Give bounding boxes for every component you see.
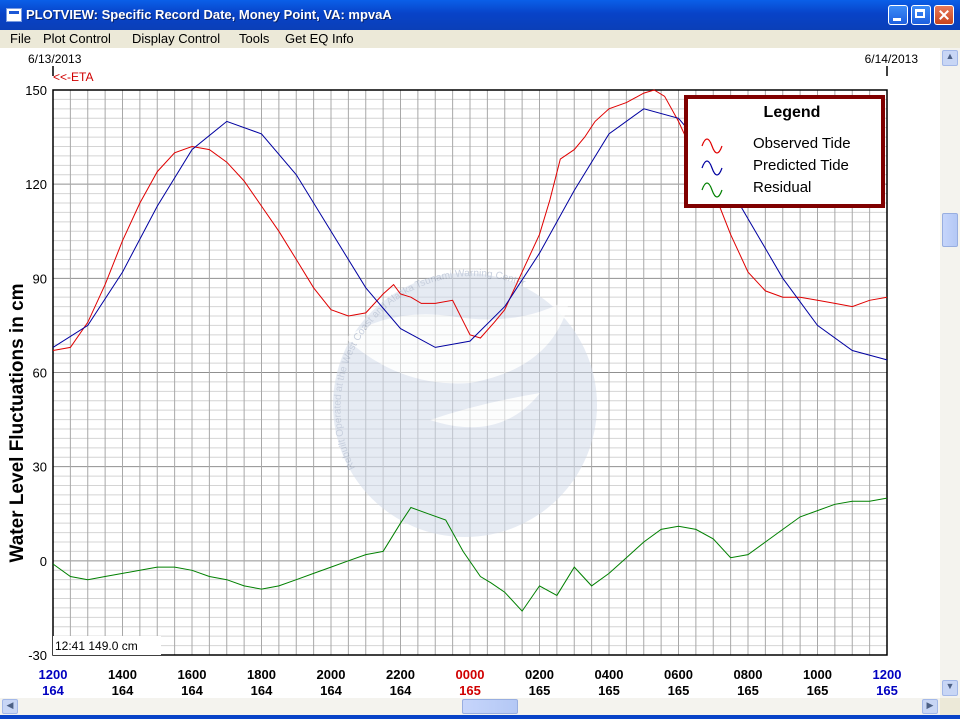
menu-display-control[interactable]: Display Control [132, 31, 221, 46]
y-tick-label: 0 [40, 554, 47, 569]
menu-bar: File Plot Control Display Control Tools … [0, 30, 960, 48]
title-bar: PLOTVIEW: Specific Record Date, Money Po… [0, 0, 960, 30]
menu-tools[interactable]: Tools [239, 31, 270, 46]
y-tick-label: 30 [33, 460, 47, 475]
x-tick-time-label: 1600 [178, 667, 207, 682]
menu-plot-control[interactable]: Plot Control [43, 31, 111, 46]
legend-swatch-predicted [701, 160, 723, 176]
maximize-button[interactable] [911, 5, 931, 25]
vertical-scrollbar[interactable]: ▲ ▼ [940, 48, 960, 698]
menu-file[interactable]: File [10, 31, 31, 46]
x-tick-time-label: 2000 [317, 667, 346, 682]
plot-frame [52, 89, 888, 656]
scrollbar-corner [940, 698, 960, 715]
window-title: PLOTVIEW: Specific Record Date, Money Po… [26, 7, 392, 22]
predicted-tide-line [52, 108, 888, 361]
legend-title: Legend [764, 104, 821, 121]
minimize-button[interactable] [888, 5, 908, 25]
tide-chart[interactable]: Rebuilt Operated at the West Coast and A… [0, 48, 940, 698]
legend: Legend Observed Tide Predicted Tide Resi… [684, 95, 885, 208]
eta-label: <<-ETA [53, 70, 93, 84]
y-axis-label: Water Level Fluctuations in cm [7, 283, 28, 562]
menu-get-eq-info[interactable]: Get EQ Info [285, 31, 354, 46]
date-right-label: 6/14/2013 [865, 52, 919, 66]
x-tick-time-label: 0600 [664, 667, 693, 682]
x-tick-day-label: 164 [42, 683, 64, 698]
x-tick-time-label: 1000 [803, 667, 832, 682]
x-tick-day-label: 164 [320, 683, 342, 698]
scroll-up-button[interactable]: ▲ [942, 50, 958, 66]
x-tick-time-label: 1200 [39, 667, 68, 682]
horizontal-scroll-thumb[interactable] [462, 699, 518, 714]
legend-entry-observed: Observed Tide [753, 135, 851, 152]
x-tick-day-label: 164 [390, 683, 412, 698]
plot-area[interactable]: Rebuilt Operated at the West Coast and A… [0, 48, 940, 698]
x-tick-day-label: 164 [181, 683, 203, 698]
x-tick-day-label: 165 [737, 683, 759, 698]
vertical-scroll-thumb[interactable] [942, 213, 958, 247]
y-tick-label: 60 [33, 366, 47, 381]
x-tick-day-label: 165 [807, 683, 829, 698]
x-tick-time-label: 1400 [108, 667, 137, 682]
x-tick-day-label: 165 [598, 683, 620, 698]
x-tick-time-label: 0000 [456, 667, 485, 682]
legend-swatch-observed [701, 138, 723, 154]
x-tick-day-label: 165 [668, 683, 690, 698]
scroll-down-button[interactable]: ▼ [942, 680, 958, 696]
legend-swatch-residual [701, 182, 723, 198]
x-tick-day-label: 165 [529, 683, 551, 698]
x-tick-time-label: 0400 [595, 667, 624, 682]
close-button[interactable] [934, 5, 954, 25]
x-tick-day-label: 164 [251, 683, 273, 698]
y-tick-label: 120 [25, 177, 47, 192]
x-tick-time-label: 1200 [873, 667, 902, 682]
x-tick-day-label: 165 [459, 683, 481, 698]
y-tick-label: -30 [28, 648, 47, 663]
x-tick-day-label: 165 [876, 683, 898, 698]
x-tick-time-label: 0800 [734, 667, 763, 682]
scroll-right-button[interactable]: ▶ [922, 699, 938, 714]
scroll-left-button[interactable]: ◀ [2, 699, 18, 714]
window-bottom-frame [0, 715, 960, 719]
x-tick-time-label: 2200 [386, 667, 415, 682]
legend-entry-predicted: Predicted Tide [753, 157, 849, 174]
app-window-icon[interactable] [6, 8, 22, 22]
noaa-watermark-logo: Rebuilt Operated at the West Coast and A… [333, 268, 597, 537]
x-tick-time-label: 0200 [525, 667, 554, 682]
residual-line [52, 497, 888, 612]
x-tick-time-label: 1800 [247, 667, 276, 682]
horizontal-scrollbar[interactable]: ◀ ▶ [0, 698, 940, 715]
observed-tide-line [52, 89, 888, 351]
date-left-label: 6/13/2013 [28, 52, 82, 66]
cursor-readout: 12:41 149.0 cm [55, 639, 138, 653]
y-tick-label: 90 [33, 271, 47, 286]
legend-entry-residual: Residual [753, 179, 811, 196]
cursor-readout-bg [53, 636, 161, 655]
x-tick-day-label: 164 [112, 683, 134, 698]
y-tick-label: 150 [25, 83, 47, 98]
